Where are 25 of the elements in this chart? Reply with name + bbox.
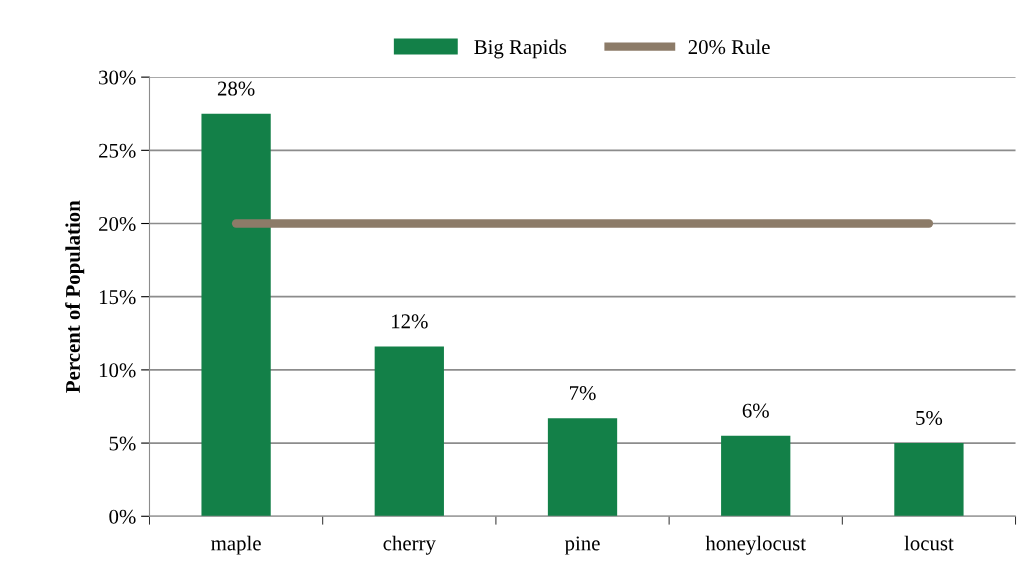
legend-label: 20% Rule <box>688 39 770 55</box>
data-label: 5% <box>916 410 943 426</box>
x-tick-label: honeylocust <box>705 535 806 555</box>
y-tick-label: 20% <box>99 216 136 232</box>
y-tick-label: 25% <box>99 143 136 158</box>
data-label: 28% <box>217 81 255 96</box>
bar <box>201 113 271 517</box>
x-tick-label: locust <box>904 535 954 551</box>
y-axis-title: Percent of Population <box>65 200 85 393</box>
data-label: 12% <box>392 314 428 329</box>
legend-label: Big Rapids <box>474 39 567 59</box>
y-tick-label: 15% <box>99 290 136 305</box>
x-tick-label: maple <box>211 535 261 555</box>
bar <box>374 346 444 517</box>
bar <box>721 435 791 517</box>
y-tick-label: 0% <box>109 509 136 524</box>
y-tick-label: 5% <box>109 436 136 451</box>
bar <box>894 443 964 517</box>
y-tick-label: 30% <box>99 70 136 85</box>
bar <box>547 418 618 517</box>
data-label: 6% <box>742 403 769 418</box>
x-tick-label: pine <box>564 536 600 555</box>
y-tick-label: 10% <box>99 363 136 378</box>
data-label: 7% <box>570 386 596 401</box>
x-tick-label: cherry <box>383 535 436 555</box>
